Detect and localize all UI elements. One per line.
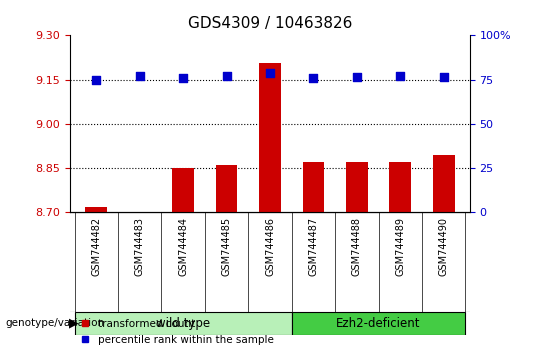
Text: GSM744485: GSM744485	[221, 217, 232, 276]
Text: GSM744482: GSM744482	[91, 217, 102, 276]
Bar	[292, 312, 465, 335]
Point	[179, 75, 187, 81]
Bar	[433, 155, 455, 212]
Bar	[389, 162, 411, 212]
Bar	[346, 162, 368, 212]
Text: GSM744486: GSM744486	[265, 217, 275, 276]
Bar	[302, 162, 325, 212]
Bar	[172, 168, 194, 212]
Point	[92, 77, 100, 82]
Bar	[215, 165, 238, 212]
Point	[222, 73, 231, 79]
Point	[396, 73, 404, 79]
Legend: transformed count, percentile rank within the sample: transformed count, percentile rank withi…	[76, 315, 278, 349]
Point	[309, 75, 318, 81]
Point	[266, 70, 274, 75]
Text: genotype/variation: genotype/variation	[5, 318, 105, 328]
Point	[440, 74, 448, 80]
Title: GDS4309 / 10463826: GDS4309 / 10463826	[188, 16, 352, 32]
Text: GSM744488: GSM744488	[352, 217, 362, 276]
Text: GSM744489: GSM744489	[395, 217, 406, 276]
Text: GSM744484: GSM744484	[178, 217, 188, 276]
Bar	[75, 312, 292, 335]
Text: GSM744487: GSM744487	[308, 217, 319, 276]
Text: GSM744490: GSM744490	[438, 217, 449, 276]
Text: ▶: ▶	[69, 316, 79, 330]
Text: Ezh2-deficient: Ezh2-deficient	[336, 316, 421, 330]
Bar	[259, 63, 281, 212]
Bar	[85, 207, 107, 212]
Text: GSM744483: GSM744483	[134, 217, 145, 276]
Point	[353, 74, 361, 80]
Point	[136, 73, 144, 79]
Text: wild type: wild type	[156, 316, 210, 330]
